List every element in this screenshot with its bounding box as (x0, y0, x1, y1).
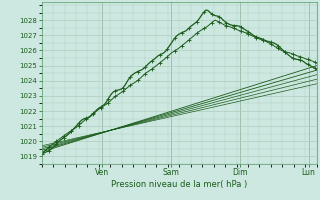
X-axis label: Pression niveau de la mer( hPa ): Pression niveau de la mer( hPa ) (111, 180, 247, 189)
